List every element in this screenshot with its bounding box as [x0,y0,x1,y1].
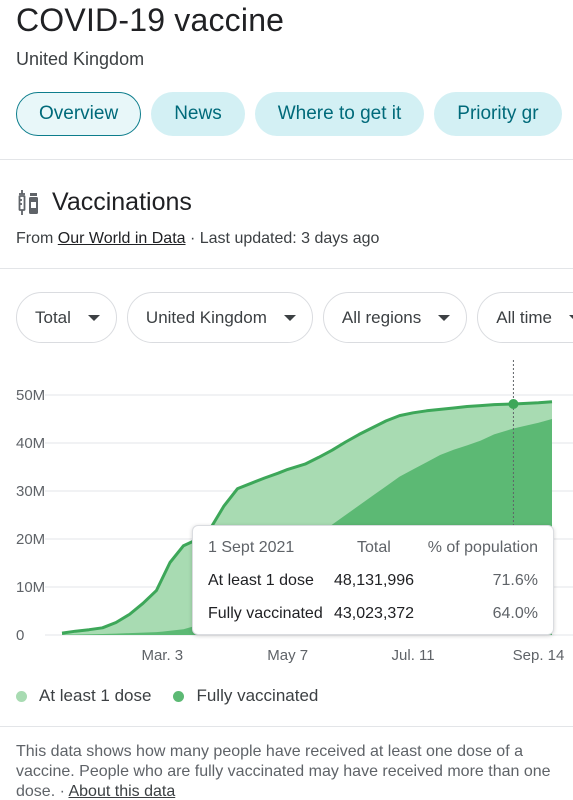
tooltip-row-first-dose: At least 1 dose 48,131,996 71.6% [193,572,553,596]
filter-time-dropdown[interactable]: All time [477,292,573,343]
caret-down-icon [87,314,100,321]
hover-point [508,398,519,409]
tooltip-row-percent: 64.0% [492,605,538,622]
filter-bar: Total United Kingdom All regions All tim… [16,292,573,343]
chart-legend: At least 1 dose Fully vaccinated [16,686,340,706]
y-tick-label: 30M [16,483,45,500]
tab-where-to-get-it[interactable]: Where to get it [254,92,425,136]
filter-label: Total [35,307,71,327]
series-line-first-dose [61,400,553,635]
about-data-link[interactable]: About this data [68,783,176,800]
syringe-vial-icon [18,189,38,215]
section-title: Vaccinations [52,188,192,216]
tooltip-row-label: Fully vaccinated [208,605,323,622]
tab-priority-groups[interactable]: Priority gr [434,92,562,136]
legend-item-fully-vaccinated: Fully vaccinated [173,686,318,706]
tab-overview[interactable]: Overview [16,92,142,136]
tooltip-row-label: At least 1 dose [208,572,314,589]
divider [0,268,573,269]
source-line: From Our World in Data · Last updated: 3… [16,230,379,248]
x-tick-label: May 7 [267,647,308,664]
tooltip-row-total: 48,131,996 [334,572,415,589]
tooltip-header: 1 Sept 2021 Total % of population [193,539,553,563]
legend-label: Fully vaccinated [196,686,319,705]
y-tick-label: 20M [16,531,45,548]
tooltip-col-total: Total [357,539,391,556]
x-tick-label: Mar. 3 [141,647,183,664]
filter-label: All time [496,307,552,327]
tooltip-date: 1 Sept 2021 [208,539,295,556]
location-subtitle: United Kingdom [16,49,145,69]
legend-dot [16,690,27,702]
caret-down-icon [283,314,296,321]
data-explanation: This data shows how many people have rec… [16,742,561,800]
tab-bar: Overview News Where to get it Priority g… [16,92,562,136]
caret-down-icon [438,314,451,321]
filter-regions-dropdown[interactable]: All regions [322,292,468,343]
legend-item-first-dose: At least 1 dose [16,686,151,706]
vaccinations-heading: Vaccinations [16,188,192,217]
note-text: This data shows how many people have rec… [16,743,551,800]
y-tick-label: 40M [16,435,45,452]
source-link[interactable]: Our World in Data [57,230,186,247]
filter-country-dropdown[interactable]: United Kingdom [126,292,313,343]
filter-label: All regions [341,307,422,327]
y-tick-label: 0 [16,627,24,644]
caret-down-icon [569,314,573,321]
x-tick-label: Sep. 14 [513,647,565,664]
chart-tooltip: 1 Sept 2021 Total % of population At lea… [192,525,554,635]
y-tick-label: 50M [16,387,45,404]
legend-dot [173,690,185,702]
page-title: COVID-19 vaccine [16,2,285,38]
tooltip-col-percent: % of population [427,539,538,556]
separator: · [55,783,69,800]
x-tick-label: Jul. 11 [392,647,435,664]
divider [0,726,573,727]
source-prefix: From [16,230,58,247]
y-tick-label: 10M [16,579,45,596]
filter-label: United Kingdom [145,307,267,327]
divider [0,159,573,160]
tooltip-row-percent: 71.6% [492,572,538,589]
tooltip-row-total: 43,023,372 [334,605,415,622]
legend-label: At least 1 dose [39,686,152,705]
tooltip-row-fully-vaccinated: Fully vaccinated 43,023,372 64.0% [193,605,553,629]
tab-news[interactable]: News [151,92,245,136]
filter-total-dropdown[interactable]: Total [16,292,117,343]
last-updated: · Last updated: 3 days ago [185,230,380,247]
